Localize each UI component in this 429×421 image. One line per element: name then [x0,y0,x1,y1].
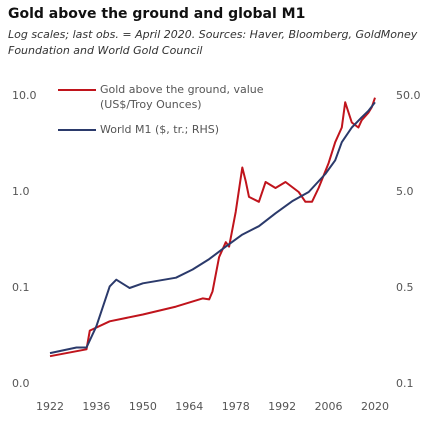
y-tick-label: 1.0 [12,185,30,198]
y-tick-label: 10.0 [12,89,37,102]
series-line [49,97,376,358]
y-tick-label: 0.0 [12,377,30,390]
x-tick-label: 1964 [175,400,203,413]
x-tick-label: 2006 [315,400,343,413]
series-line [49,101,376,355]
x-tick-label: 1978 [222,400,250,413]
y2-tick-label: 50.0 [396,89,421,102]
legend-label: World M1 ($, tr.; RHS) [100,123,220,136]
legend-label: Gold above the ground, value (US$/Troy O… [100,83,264,111]
y2-tick-label: 0.5 [396,281,414,294]
x-tick-label: 1922 [36,400,64,413]
y-tick-label: 0.1 [12,281,30,294]
x-tick-label: 1950 [129,400,157,413]
y2-tick-label: 5.0 [396,185,414,198]
chart-subtitle: Log scales; last obs. = April 2020. Sour… [8,28,418,57]
x-tick-label: 1992 [268,400,296,413]
x-tick-label: 1936 [82,400,110,413]
chart-title: Gold above the ground and global M1 [8,6,306,22]
y2-tick-label: 0.1 [396,377,414,390]
x-tick-label: 2020 [361,400,389,413]
